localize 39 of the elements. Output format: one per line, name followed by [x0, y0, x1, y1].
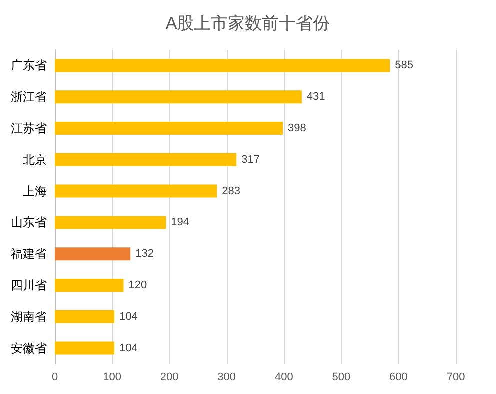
x-tick-label: 200 — [160, 372, 179, 384]
bar — [55, 279, 124, 292]
x-tick-label: 700 — [446, 372, 466, 384]
y-tick-label: 福建省 — [11, 247, 47, 262]
bar — [55, 310, 115, 324]
bar — [55, 342, 115, 355]
data-label: 431 — [306, 91, 326, 104]
data-label: 283 — [222, 185, 240, 198]
x-tick-label: 100 — [103, 372, 122, 384]
data-label: 398 — [288, 122, 306, 134]
y-tick-label: 江苏省 — [11, 122, 47, 136]
data-label: 104 — [120, 342, 138, 354]
bar — [55, 216, 166, 230]
data-label: 317 — [242, 154, 260, 166]
bar — [55, 90, 302, 104]
y-tick-label: 四川省 — [11, 278, 47, 292]
y-tick-label: 广东省 — [11, 58, 47, 73]
bar — [55, 153, 237, 166]
y-tick-label: 北京 — [23, 152, 47, 167]
x-tick-label: 500 — [332, 372, 351, 384]
y-tick-label: 安徽省 — [11, 341, 47, 356]
y-tick-label: 湖南省 — [11, 310, 47, 324]
x-tick-label: 300 — [218, 372, 236, 384]
bar — [55, 248, 131, 261]
data-label: 104 — [120, 310, 138, 323]
y-tick-label: 浙江省 — [11, 90, 47, 104]
x-tick-label: 600 — [390, 372, 408, 384]
data-label: 120 — [128, 280, 148, 292]
x-tick-label: 400 — [274, 372, 294, 384]
bar — [55, 59, 390, 72]
bar — [55, 122, 283, 135]
data-label: 194 — [171, 216, 190, 229]
data-label: 585 — [395, 60, 414, 72]
bar — [55, 184, 218, 198]
chart-title: A股上市家数前十省份 — [166, 14, 330, 33]
y-tick-label: 山东省 — [11, 216, 47, 230]
data-label: 132 — [136, 248, 154, 260]
x-tick-label: 0 — [52, 372, 58, 384]
y-tick-label: 上海 — [23, 184, 47, 198]
